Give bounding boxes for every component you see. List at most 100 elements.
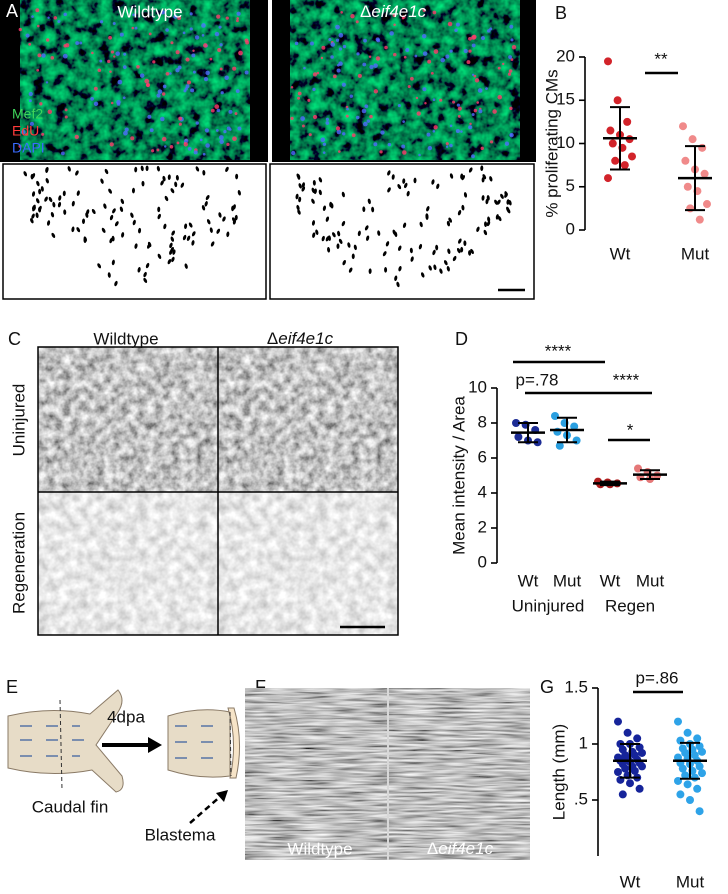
nucleus xyxy=(496,199,501,205)
row-label: Regeneration xyxy=(9,512,28,614)
cell xyxy=(108,35,112,40)
nucleus xyxy=(82,218,86,225)
cut-line xyxy=(59,699,63,791)
cell xyxy=(201,23,206,28)
cell xyxy=(50,56,55,60)
cell xyxy=(452,100,456,104)
nucleus xyxy=(301,182,305,188)
cell xyxy=(161,92,166,96)
nucleus xyxy=(147,241,152,248)
nucleus xyxy=(232,204,236,210)
nucleus xyxy=(433,264,437,271)
cell xyxy=(237,126,242,131)
cell xyxy=(203,76,209,82)
cell xyxy=(341,82,346,87)
nucleus xyxy=(297,174,301,180)
cell xyxy=(478,109,483,114)
nucleus xyxy=(443,260,448,266)
x-tick-label: Wt xyxy=(600,571,621,590)
data-point xyxy=(638,762,646,771)
tissue-stain xyxy=(20,0,250,160)
nucleus xyxy=(382,251,387,257)
data-point xyxy=(638,748,646,757)
cell xyxy=(219,139,224,145)
nucleus xyxy=(58,195,62,201)
cell xyxy=(368,55,372,58)
panel-f: F Wildtype Δeif4e1c xyxy=(245,677,530,860)
cell xyxy=(410,76,414,81)
nucleus xyxy=(311,198,315,204)
cell xyxy=(223,130,227,134)
cell xyxy=(236,11,241,16)
cell xyxy=(25,33,30,38)
nucleus xyxy=(485,198,489,205)
nucleus xyxy=(85,212,89,218)
cell xyxy=(214,104,220,109)
cell xyxy=(342,132,346,136)
data-point xyxy=(572,436,581,445)
data-point xyxy=(690,773,699,782)
cell xyxy=(312,87,316,92)
cell xyxy=(455,22,460,27)
cell xyxy=(445,142,449,146)
cell xyxy=(244,70,249,75)
data-point xyxy=(570,422,579,431)
cell xyxy=(20,129,26,135)
nucleus xyxy=(366,235,370,241)
cell xyxy=(18,144,22,148)
cell xyxy=(156,148,160,152)
cell xyxy=(405,48,410,53)
nucleus xyxy=(160,180,164,186)
cell xyxy=(492,109,497,114)
nucleus xyxy=(23,171,28,177)
cell xyxy=(335,126,341,131)
nucleus xyxy=(362,206,366,213)
cell xyxy=(41,53,46,58)
data-point xyxy=(620,161,629,170)
nucleus xyxy=(480,165,484,172)
cell xyxy=(430,71,434,75)
column-label: Δeif4e1c xyxy=(267,329,334,348)
nucleus xyxy=(45,167,49,174)
nucleus xyxy=(341,191,345,198)
nucleus xyxy=(109,237,113,244)
cell xyxy=(156,93,161,98)
cell xyxy=(74,134,79,140)
panel-letter: F xyxy=(255,677,266,697)
cell xyxy=(123,130,128,136)
cell xyxy=(379,150,383,154)
cell xyxy=(345,114,349,118)
cell xyxy=(63,12,67,17)
cell xyxy=(422,87,427,92)
cell xyxy=(123,52,127,56)
label-part: Δ xyxy=(360,2,371,21)
cell xyxy=(116,99,121,105)
nucleus xyxy=(57,201,62,208)
panel-letter: E xyxy=(6,677,18,697)
cell xyxy=(226,142,230,147)
nucleus xyxy=(446,220,451,227)
cell xyxy=(471,113,475,116)
cell xyxy=(320,137,326,143)
cell xyxy=(232,66,237,71)
data-point xyxy=(686,796,694,804)
cell xyxy=(508,69,513,73)
nucleus xyxy=(171,230,176,236)
nucleus xyxy=(337,230,341,237)
cell xyxy=(480,35,486,41)
cell xyxy=(342,44,347,49)
nucleus xyxy=(188,222,193,228)
data-point xyxy=(686,204,695,213)
nucleus xyxy=(237,190,241,196)
cut-line xyxy=(229,711,232,777)
y-tick-label: 0 xyxy=(478,552,487,571)
nucleus xyxy=(468,250,472,256)
nucleus xyxy=(157,213,161,220)
nucleus xyxy=(391,174,395,180)
cell xyxy=(373,89,379,94)
nucleus xyxy=(452,255,457,262)
cell xyxy=(290,116,294,121)
cell xyxy=(402,150,407,155)
cell xyxy=(183,142,189,147)
cell xyxy=(219,43,223,47)
